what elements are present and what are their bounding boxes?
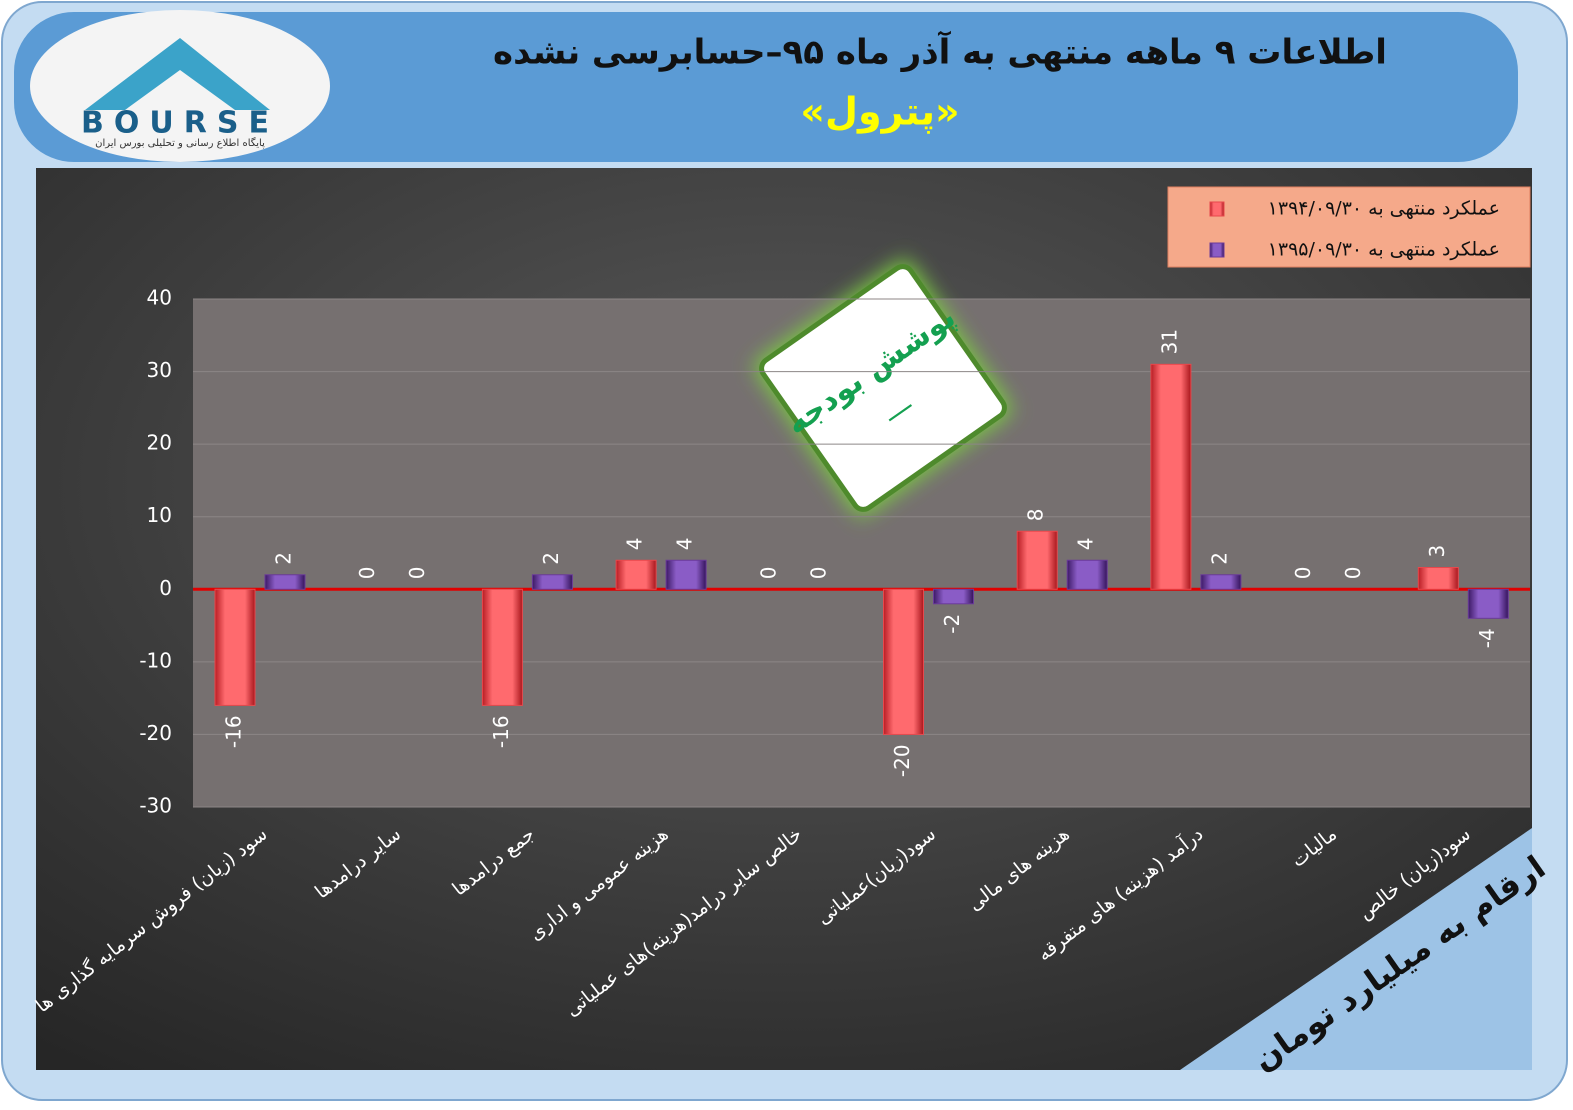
data-label: -16 [489, 715, 513, 748]
bar [665, 559, 707, 590]
data-label: -16 [222, 715, 246, 748]
data-label: 3 [1425, 545, 1449, 558]
bar [1467, 588, 1509, 619]
header-band [14, 12, 1518, 162]
data-label: 4 [673, 538, 697, 551]
y-tick-label: 30 [147, 358, 172, 382]
data-label: 0 [756, 567, 780, 580]
legend-label: عملکرد منتهی به ۱۳۹۴/۰۹/۳۰ [1268, 198, 1500, 220]
legend-swatch [1209, 242, 1225, 258]
y-tick-label: 10 [147, 503, 172, 527]
y-tick-label: 20 [147, 431, 172, 455]
logo-bg [30, 10, 330, 162]
chart-subtitle: «پترول» [800, 90, 959, 135]
bar [531, 574, 573, 590]
data-label: 4 [623, 538, 647, 551]
bar [481, 588, 523, 706]
bar [1066, 559, 1108, 590]
y-tick-label: -30 [139, 794, 172, 818]
bar [933, 588, 974, 605]
note-band [1180, 828, 1532, 1070]
data-label: 0 [355, 567, 379, 580]
y-tick-label: 0 [159, 576, 172, 600]
data-label: -2 [940, 614, 964, 634]
data-label: -4 [1475, 628, 1499, 648]
data-label: 0 [806, 567, 830, 580]
y-tick-label: 40 [147, 286, 172, 310]
data-label: 2 [1207, 552, 1231, 565]
bar [1016, 530, 1058, 590]
bar [615, 559, 657, 590]
y-tick-label: -10 [139, 648, 172, 672]
data-label: 0 [1341, 567, 1365, 580]
badge-box [759, 264, 1007, 512]
bar [214, 588, 256, 706]
bar [883, 588, 924, 735]
logo-tagline: پایگاه اطلاع رسانی و تحلیلی بورس ایران [95, 137, 265, 149]
data-label: 8 [1024, 508, 1048, 521]
legend-label: عملکرد منتهی به ۱۳۹۵/۰۹/۳۰ [1268, 239, 1500, 261]
chart-title: اطلاعات ۹ ماهه منتهی به آذر ماه ۹۵–حسابر… [493, 31, 1387, 73]
badge: پوشش بودجه — [754, 259, 1012, 517]
data-label: 2 [272, 552, 296, 565]
bar [1200, 574, 1242, 590]
legend-swatch [1209, 201, 1225, 217]
legend [1167, 186, 1531, 268]
data-label: 0 [405, 567, 429, 580]
data-label: 0 [1291, 567, 1315, 580]
data-label: 4 [1074, 538, 1098, 551]
bar [1150, 363, 1192, 590]
logo-mark [85, 38, 270, 110]
y-tick-label: -20 [139, 721, 172, 745]
data-label: 31 [1157, 329, 1181, 354]
data-label: 2 [539, 552, 563, 565]
logo-text: BOURSE [81, 106, 279, 141]
bar [264, 574, 306, 590]
data-label: -20 [890, 744, 914, 777]
bar [1417, 567, 1459, 590]
